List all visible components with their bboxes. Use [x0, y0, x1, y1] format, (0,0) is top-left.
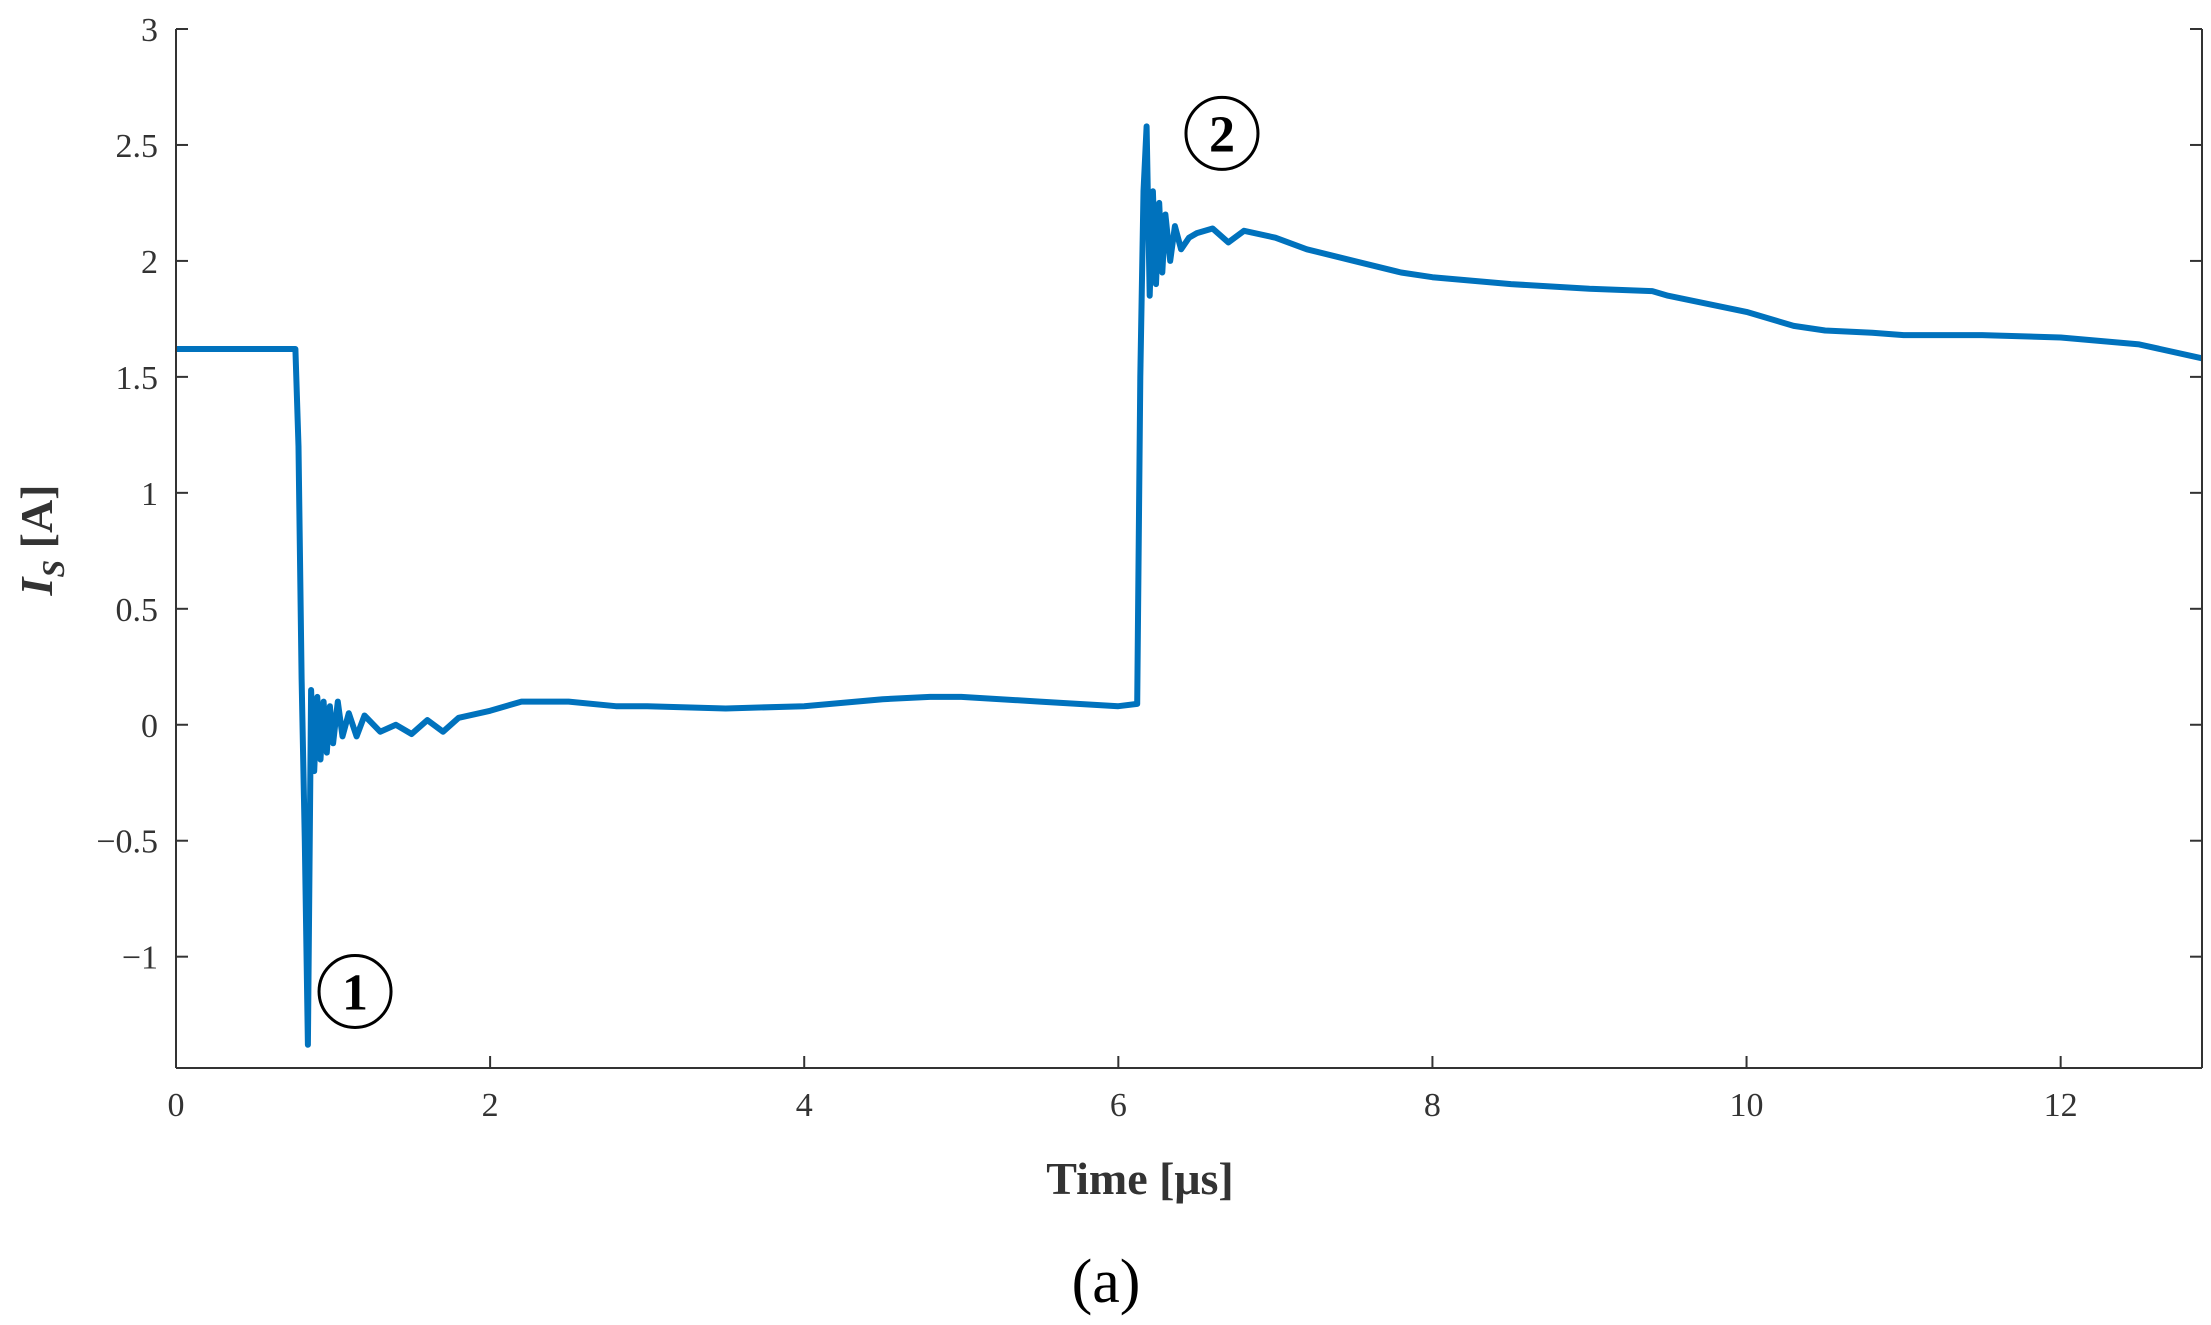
axes-layer: [175, 29, 2203, 1069]
y-tick-label: −0.5: [96, 824, 158, 861]
annotation-circle: [1184, 95, 1260, 171]
plot-background: [176, 29, 2202, 1068]
y-tick-label: −1: [122, 940, 158, 977]
x-tick-label: 8: [1424, 1087, 1441, 1124]
x-tick-label: 12: [2044, 1087, 2078, 1124]
data-layer: [176, 123, 2203, 1048]
y-axis-label-main: I: [11, 576, 62, 597]
x-tick-label: 0: [168, 1087, 185, 1124]
y-tick-label: 0.5: [116, 592, 159, 629]
y-tick-label: 2: [141, 244, 158, 281]
y-axis-label-subscript: S: [35, 560, 71, 578]
annotation-marker-2: 2: [1184, 95, 1260, 171]
y-tick-label: 3: [141, 12, 158, 49]
x-tick-label: 10: [1730, 1087, 1764, 1124]
y-tick-label: 0: [141, 708, 158, 745]
y-axis-label-unit: [A]: [11, 484, 62, 559]
annotation-marker-1: 1: [317, 953, 393, 1029]
x-tick-label: 6: [1110, 1087, 1127, 1124]
y-ticks: −1 −0.5 0 0.5 1 1.5 2 2.5 3: [96, 12, 2202, 977]
y-tick-label: 1: [141, 476, 158, 513]
panel-label: (a): [1072, 1248, 1141, 1316]
y-tick-label: 2.5: [116, 128, 159, 165]
x-ticks: 0 2 4 6 8 10 12: [168, 1056, 2078, 1124]
series-line: [176, 123, 2203, 1048]
y-tick-label: 1.5: [116, 360, 159, 397]
annotation-label: 2: [1209, 106, 1235, 163]
annotation-label: 1: [342, 964, 368, 1021]
annotation-circle: [317, 953, 393, 1029]
x-tick-label: 4: [796, 1087, 813, 1124]
x-axis-label: Time [μs]: [1046, 1153, 1233, 1204]
annotations: 12: [317, 95, 1260, 1029]
x-tick-label: 2: [482, 1087, 499, 1124]
y-axis-label: IS [A]: [11, 484, 71, 596]
